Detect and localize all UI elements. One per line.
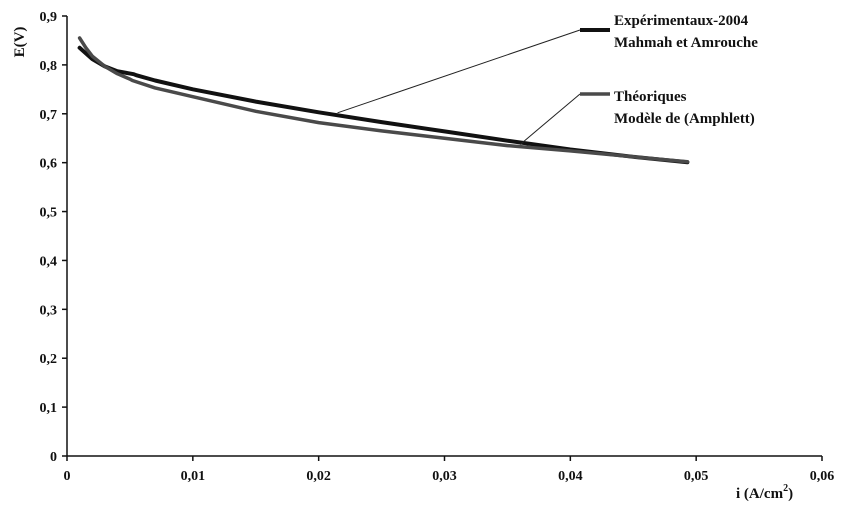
legend-label-2-line2: Modèle de (Amphlett) [614, 111, 755, 127]
x-tick-label: 0,01 [181, 469, 206, 484]
x-axis-label: i (A/cm2) [736, 483, 793, 502]
x-tick-label: 0,05 [684, 469, 709, 484]
y-tick-label: 0,4 [40, 254, 58, 269]
series-lines [77, 36, 690, 165]
x-tick-label: 0,02 [306, 469, 331, 484]
axis-labels: E(V) i (A/cm2) [12, 27, 793, 502]
x-axis-label-main: i (A/cm [736, 486, 784, 502]
x-tick-label: 0,04 [558, 469, 583, 484]
y-tick-label: 0,3 [40, 303, 58, 318]
leader-line-1 [337, 29, 581, 114]
x-axis-label-superscript: 2 [783, 483, 788, 494]
legend: Expérimentaux-2004 Mahmah et Amrouche Théo… [580, 13, 758, 127]
axes [66, 16, 822, 457]
x-axis-label-close: ) [788, 486, 793, 502]
ticks: 0 0,1 0,2 0,3 0,4 0,5 0,6 0,7 0,8 0,9 0 0,01 0,02 0,0… [40, 10, 835, 484]
series-line-2 [77, 36, 690, 164]
x-tick-label: 0,03 [432, 469, 457, 484]
y-tick-label: 0,9 [40, 10, 58, 25]
y-axis-label: E(V) [12, 27, 28, 58]
legend-label-2-line1: Théoriques [614, 89, 687, 105]
leader-line-2 [519, 93, 581, 145]
y-tick-label: 0,2 [40, 352, 58, 367]
x-tick-label: 0 [64, 469, 71, 484]
legend-label-1-line1: Expérimentaux-2004 [614, 13, 749, 29]
y-tick-label: 0,5 [40, 206, 58, 221]
y-tick-label: 0,1 [40, 401, 58, 416]
y-tick-label: 0 [50, 450, 57, 465]
leader-lines [337, 29, 581, 145]
series-line-1 [77, 45, 690, 165]
legend-label-1-line2: Mahmah et Amrouche [614, 35, 758, 51]
y-tick-label: 0,8 [40, 59, 58, 74]
x-tick-label: 0,06 [810, 469, 835, 484]
y-tick-label: 0,6 [40, 157, 58, 172]
y-tick-label: 0,7 [40, 108, 58, 123]
